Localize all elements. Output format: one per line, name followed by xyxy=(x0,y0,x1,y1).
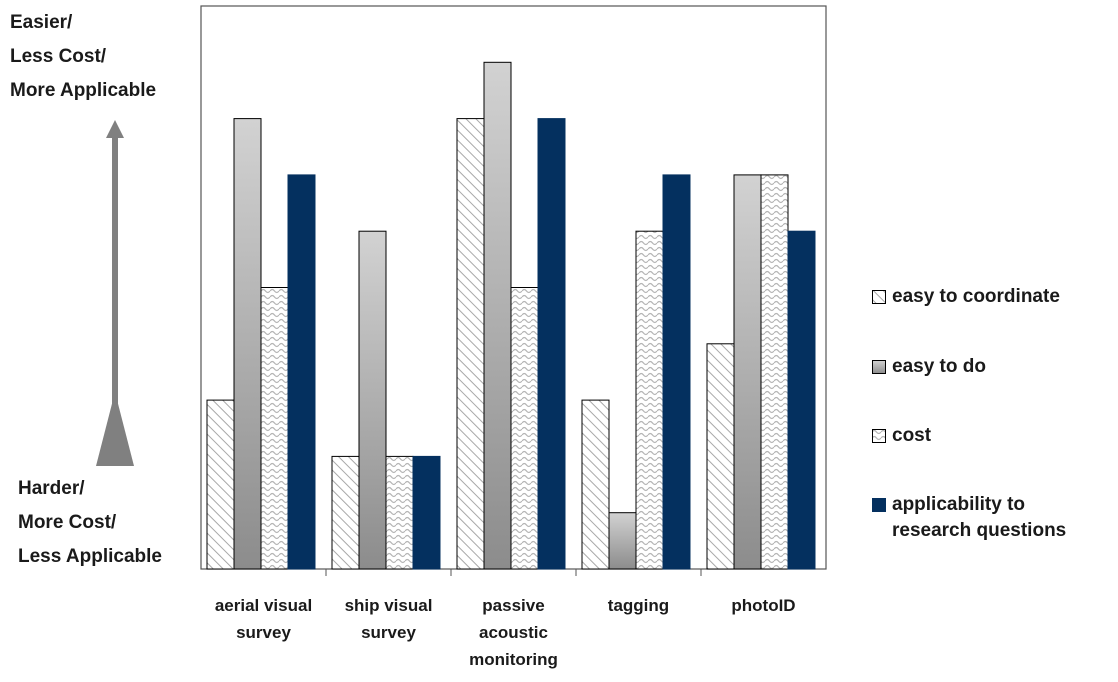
bar-easy-to-coordinate xyxy=(206,399,235,570)
legend-label-line: easy to coordinate xyxy=(892,286,1060,307)
legend-swatch-applicability xyxy=(872,498,886,512)
category-label-line: survey xyxy=(236,623,291,642)
category-label-line: aerial visual xyxy=(214,596,313,615)
bar-cost xyxy=(510,287,539,570)
legend-label-line: research questions xyxy=(892,520,1067,541)
top-label-line: Less Cost/ xyxy=(10,46,107,67)
bar-easy-to-do xyxy=(358,230,387,570)
legend-label: easy to coordinate xyxy=(892,284,1060,310)
category-label-line: acoustic xyxy=(479,623,548,642)
top-label-line: More Applicable xyxy=(10,80,157,101)
bar-cost xyxy=(760,174,789,570)
bar-applicability xyxy=(537,118,566,570)
bar-easy-to-do xyxy=(483,61,512,570)
legend-item-applicability: applicability to research questions xyxy=(872,492,1066,544)
legend-label: applicability to research questions xyxy=(892,492,1066,544)
legend-item-easy-to-coordinate: easy to coordinate xyxy=(872,284,1060,310)
bottom-axis-annotation: Harder/ More Cost/ Less Applicable xyxy=(18,472,162,574)
bar-easy-to-coordinate xyxy=(331,455,360,570)
bar-cost xyxy=(260,287,289,570)
category-label-line: tagging xyxy=(607,596,670,615)
legend-label-line: applicability to xyxy=(892,494,1026,515)
bar-easy-to-do xyxy=(233,118,262,570)
category-label: tagging xyxy=(574,592,704,619)
category-label-line: monitoring xyxy=(469,650,558,669)
legend-label-line: cost xyxy=(892,425,932,446)
legend-swatch-easy-to-do xyxy=(872,360,886,374)
bar-applicability xyxy=(787,230,816,570)
bar-applicability xyxy=(412,455,441,570)
category-label-line: photoID xyxy=(731,596,796,615)
legend-label: cost xyxy=(892,423,931,449)
arrow-shaft xyxy=(112,138,118,408)
bar-cost xyxy=(635,230,664,570)
category-label: passive acoustic monitoring xyxy=(449,592,579,673)
top-axis-annotation: Easier/ Less Cost/ More Applicable xyxy=(10,6,156,108)
bar-applicability xyxy=(662,174,691,570)
bar-easy-to-do xyxy=(608,512,637,570)
bottom-label-line: Harder/ xyxy=(18,478,85,499)
legend-swatch-cost xyxy=(872,429,886,443)
bar-applicability xyxy=(287,174,316,570)
category-label: photoID xyxy=(699,592,829,619)
legend-label-line: easy to do xyxy=(892,356,986,377)
category-label: ship visual survey xyxy=(324,592,454,646)
category-label-line: survey xyxy=(361,623,416,642)
bar-easy-to-coordinate xyxy=(706,343,735,570)
arrow-head-icon xyxy=(106,120,124,138)
arrow-base-icon xyxy=(96,392,134,466)
legend-item-easy-to-do: easy to do xyxy=(872,354,986,380)
top-label-line: Easier/ xyxy=(10,12,73,33)
legend-label: easy to do xyxy=(892,354,986,380)
category-label-line: passive xyxy=(482,596,545,615)
bar-easy-to-do xyxy=(733,174,762,570)
legend-swatch-easy-to-coordinate xyxy=(872,290,886,304)
legend-item-cost: cost xyxy=(872,423,931,449)
bar-easy-to-coordinate xyxy=(456,118,485,570)
bottom-label-line: More Cost/ xyxy=(18,512,117,533)
category-label-line: ship visual xyxy=(344,596,433,615)
category-label: aerial visual survey xyxy=(199,592,329,646)
bar-easy-to-coordinate xyxy=(581,399,610,570)
bottom-label-line: Less Applicable xyxy=(18,546,162,567)
bar-cost xyxy=(385,455,414,570)
